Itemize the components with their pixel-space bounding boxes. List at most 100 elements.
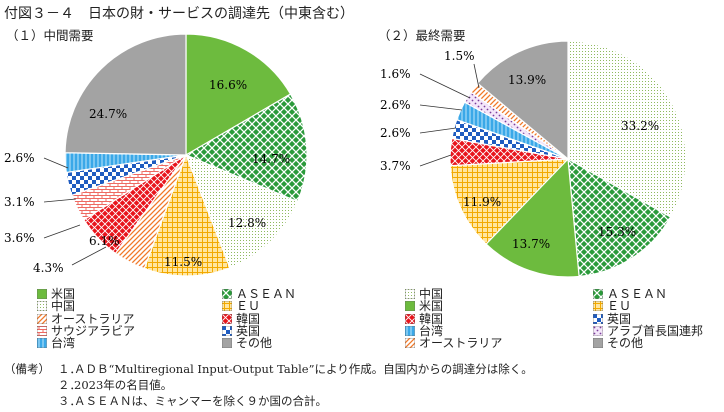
legend-swatch-china <box>36 300 48 312</box>
leader-line-saudi <box>43 224 81 239</box>
slice-r-eu <box>449 158 570 245</box>
leader-line-r-korea <box>419 154 452 167</box>
legend-label-korea: 韓国 <box>236 311 261 326</box>
slice-r-china <box>567 40 687 218</box>
leader-line-taiwan <box>43 157 69 169</box>
legend-label-r-uae: アラブ首長国連邦 <box>607 323 704 338</box>
note-row-1: （備考） １．ＡＤＢ“Multiregional Input-Output Tab… <box>4 361 533 377</box>
value-label-saudi: 3.6% <box>4 231 35 245</box>
figure-title: 付図３－４ 日本の財・サービスの調達先（中東含む） <box>4 6 354 22</box>
value-label-r-us: 13.7% <box>512 237 550 251</box>
legend-swatch-eu <box>221 300 233 312</box>
value-label-r-uae: 1.6% <box>380 67 411 81</box>
chart-title-final-demand: （２）最終需要 <box>378 28 466 43</box>
slice-r-us <box>485 157 580 278</box>
legend-label-saudi: サウジアラビア <box>51 323 136 338</box>
leader-line-r-australia <box>473 63 480 89</box>
legend-swatch-r-uae <box>592 325 604 337</box>
labels-final-demand: 33.2% 15.3% 13.7% 11.9% 13.9% 1.5% 1.6% … <box>380 49 659 251</box>
slice-r-other <box>476 40 569 161</box>
value-label-r-other: 13.9% <box>508 73 546 87</box>
slice-china <box>184 153 299 269</box>
value-label-r-china: 33.2% <box>621 119 659 133</box>
slice-asean <box>184 93 308 203</box>
note-text-3: ＡＳＥＡＮは、ミャンマーを除く９か国の合計。 <box>74 394 327 408</box>
value-label-r-eu: 11.9% <box>463 195 501 209</box>
note-row-3: ３．ＡＳＥＡＮは、ミャンマーを除く９か国の合計。 <box>4 393 533 409</box>
note-number-3: ３． <box>58 394 81 408</box>
slice-us <box>185 33 292 157</box>
value-label-eu: 11.5% <box>164 255 202 269</box>
legend-label-eu: ＥＵ <box>236 299 261 314</box>
leader-line-r-uk <box>419 127 457 134</box>
leader-line-uk <box>43 198 77 203</box>
value-label-r-asean: 15.3% <box>598 225 636 239</box>
pie-final-demand <box>449 40 687 278</box>
value-label-australia: 4.3% <box>33 261 64 275</box>
legend-label-us: 米国 <box>51 287 76 301</box>
legend-swatch-r-uk <box>592 313 604 324</box>
value-label-r-taiwan: 2.6% <box>380 98 411 112</box>
notes: （備考） １．ＡＤＢ“Multiregional Input-Output Tab… <box>4 361 533 409</box>
leader-line-r-taiwan <box>419 104 463 111</box>
legend-label-r-other: その他 <box>607 336 644 351</box>
value-label-r-korea: 3.7% <box>380 159 411 173</box>
legend-swatch-r-asean <box>592 288 604 300</box>
labels-intermediate-demand: 16.6% 14.7% 12.8% 11.5% 6.1% 24.7% 2.6% … <box>4 78 290 275</box>
legend-label-uk: 英国 <box>236 323 261 338</box>
slice-r-asean <box>567 157 672 278</box>
legend-label-r-us: 米国 <box>419 299 444 314</box>
legend-swatch-other <box>221 337 233 349</box>
legend-label-asean: ＡＳＥＡＮ <box>236 287 297 301</box>
value-label-taiwan: 2.6% <box>4 151 35 165</box>
leader-line-australia <box>71 246 107 266</box>
note-text-1: ＡＤＢ“Multiregional Input-Output Table”により… <box>74 362 533 376</box>
legend-intermediate-demand: 米国 ＡＳＥＡＮ 中国 ＥＵ オーストラリア 韓国 サウジアラビア 英国 台湾 … <box>36 287 367 358</box>
legend-swatch-korea <box>221 313 233 324</box>
note-number-2: ２． <box>58 378 81 392</box>
note-number-1: １． <box>58 362 81 376</box>
legend-swatch-australia <box>36 313 48 324</box>
legend-label-r-korea: 韓国 <box>419 311 444 326</box>
legend-swatch-r-china <box>404 288 416 300</box>
value-label-r-australia: 1.5% <box>444 49 475 63</box>
pie-intermediate-demand <box>64 33 308 277</box>
legend-label-australia: オーストラリア <box>51 311 135 326</box>
value-label-uk: 3.1% <box>4 195 35 209</box>
notes-head: （備考） <box>4 362 50 376</box>
value-label-asean: 14.7% <box>252 152 290 166</box>
legend-swatch-r-taiwan <box>404 325 416 337</box>
legend-label-r-china: 中国 <box>419 287 444 301</box>
value-label-korea: 6.1% <box>89 234 120 248</box>
legend-final-demand: 中国 ＡＳＥＡＮ 米国 ＥＵ 韓国 英国 台湾 アラブ首長国連邦 オーストラリア… <box>404 287 723 358</box>
legend-swatch-r-other <box>592 337 604 349</box>
value-label-us: 16.6% <box>209 78 247 92</box>
legend-label-r-taiwan: 台湾 <box>419 323 444 338</box>
legend-swatch-uk <box>221 325 233 337</box>
legend-swatch-r-eu <box>592 300 604 312</box>
slice-eu <box>143 153 231 277</box>
legend-label-taiwan: 台湾 <box>51 336 76 351</box>
value-label-china: 12.8% <box>228 216 266 230</box>
legend-swatch-r-korea <box>404 313 416 324</box>
legend-label-other: その他 <box>236 336 273 351</box>
legend-swatch-saudi <box>36 325 48 337</box>
note-text-2: 2023年の名目値。 <box>74 378 173 392</box>
legend-label-r-asean: ＡＳＥＡＮ <box>607 287 668 301</box>
legend-label-r-eu: ＥＵ <box>607 299 632 314</box>
legend-swatch-asean <box>221 288 233 300</box>
note-row-2: ２．2023年の名目値。 <box>4 377 533 393</box>
legend-swatch-r-australia <box>404 337 416 349</box>
value-label-other: 24.7% <box>89 107 127 121</box>
slice-other <box>64 33 187 156</box>
chart-title-intermediate-demand: （１）中間需要 <box>6 28 94 43</box>
legend-swatch-us <box>36 288 48 300</box>
legend-swatch-taiwan <box>36 337 48 349</box>
leader-line-r-uae <box>419 73 471 99</box>
legend-swatch-r-us <box>404 300 416 312</box>
legend-label-r-uk: 英国 <box>607 311 632 326</box>
value-label-r-uk: 2.6% <box>380 126 411 140</box>
legend-label-r-australia: オーストラリア <box>419 336 503 351</box>
